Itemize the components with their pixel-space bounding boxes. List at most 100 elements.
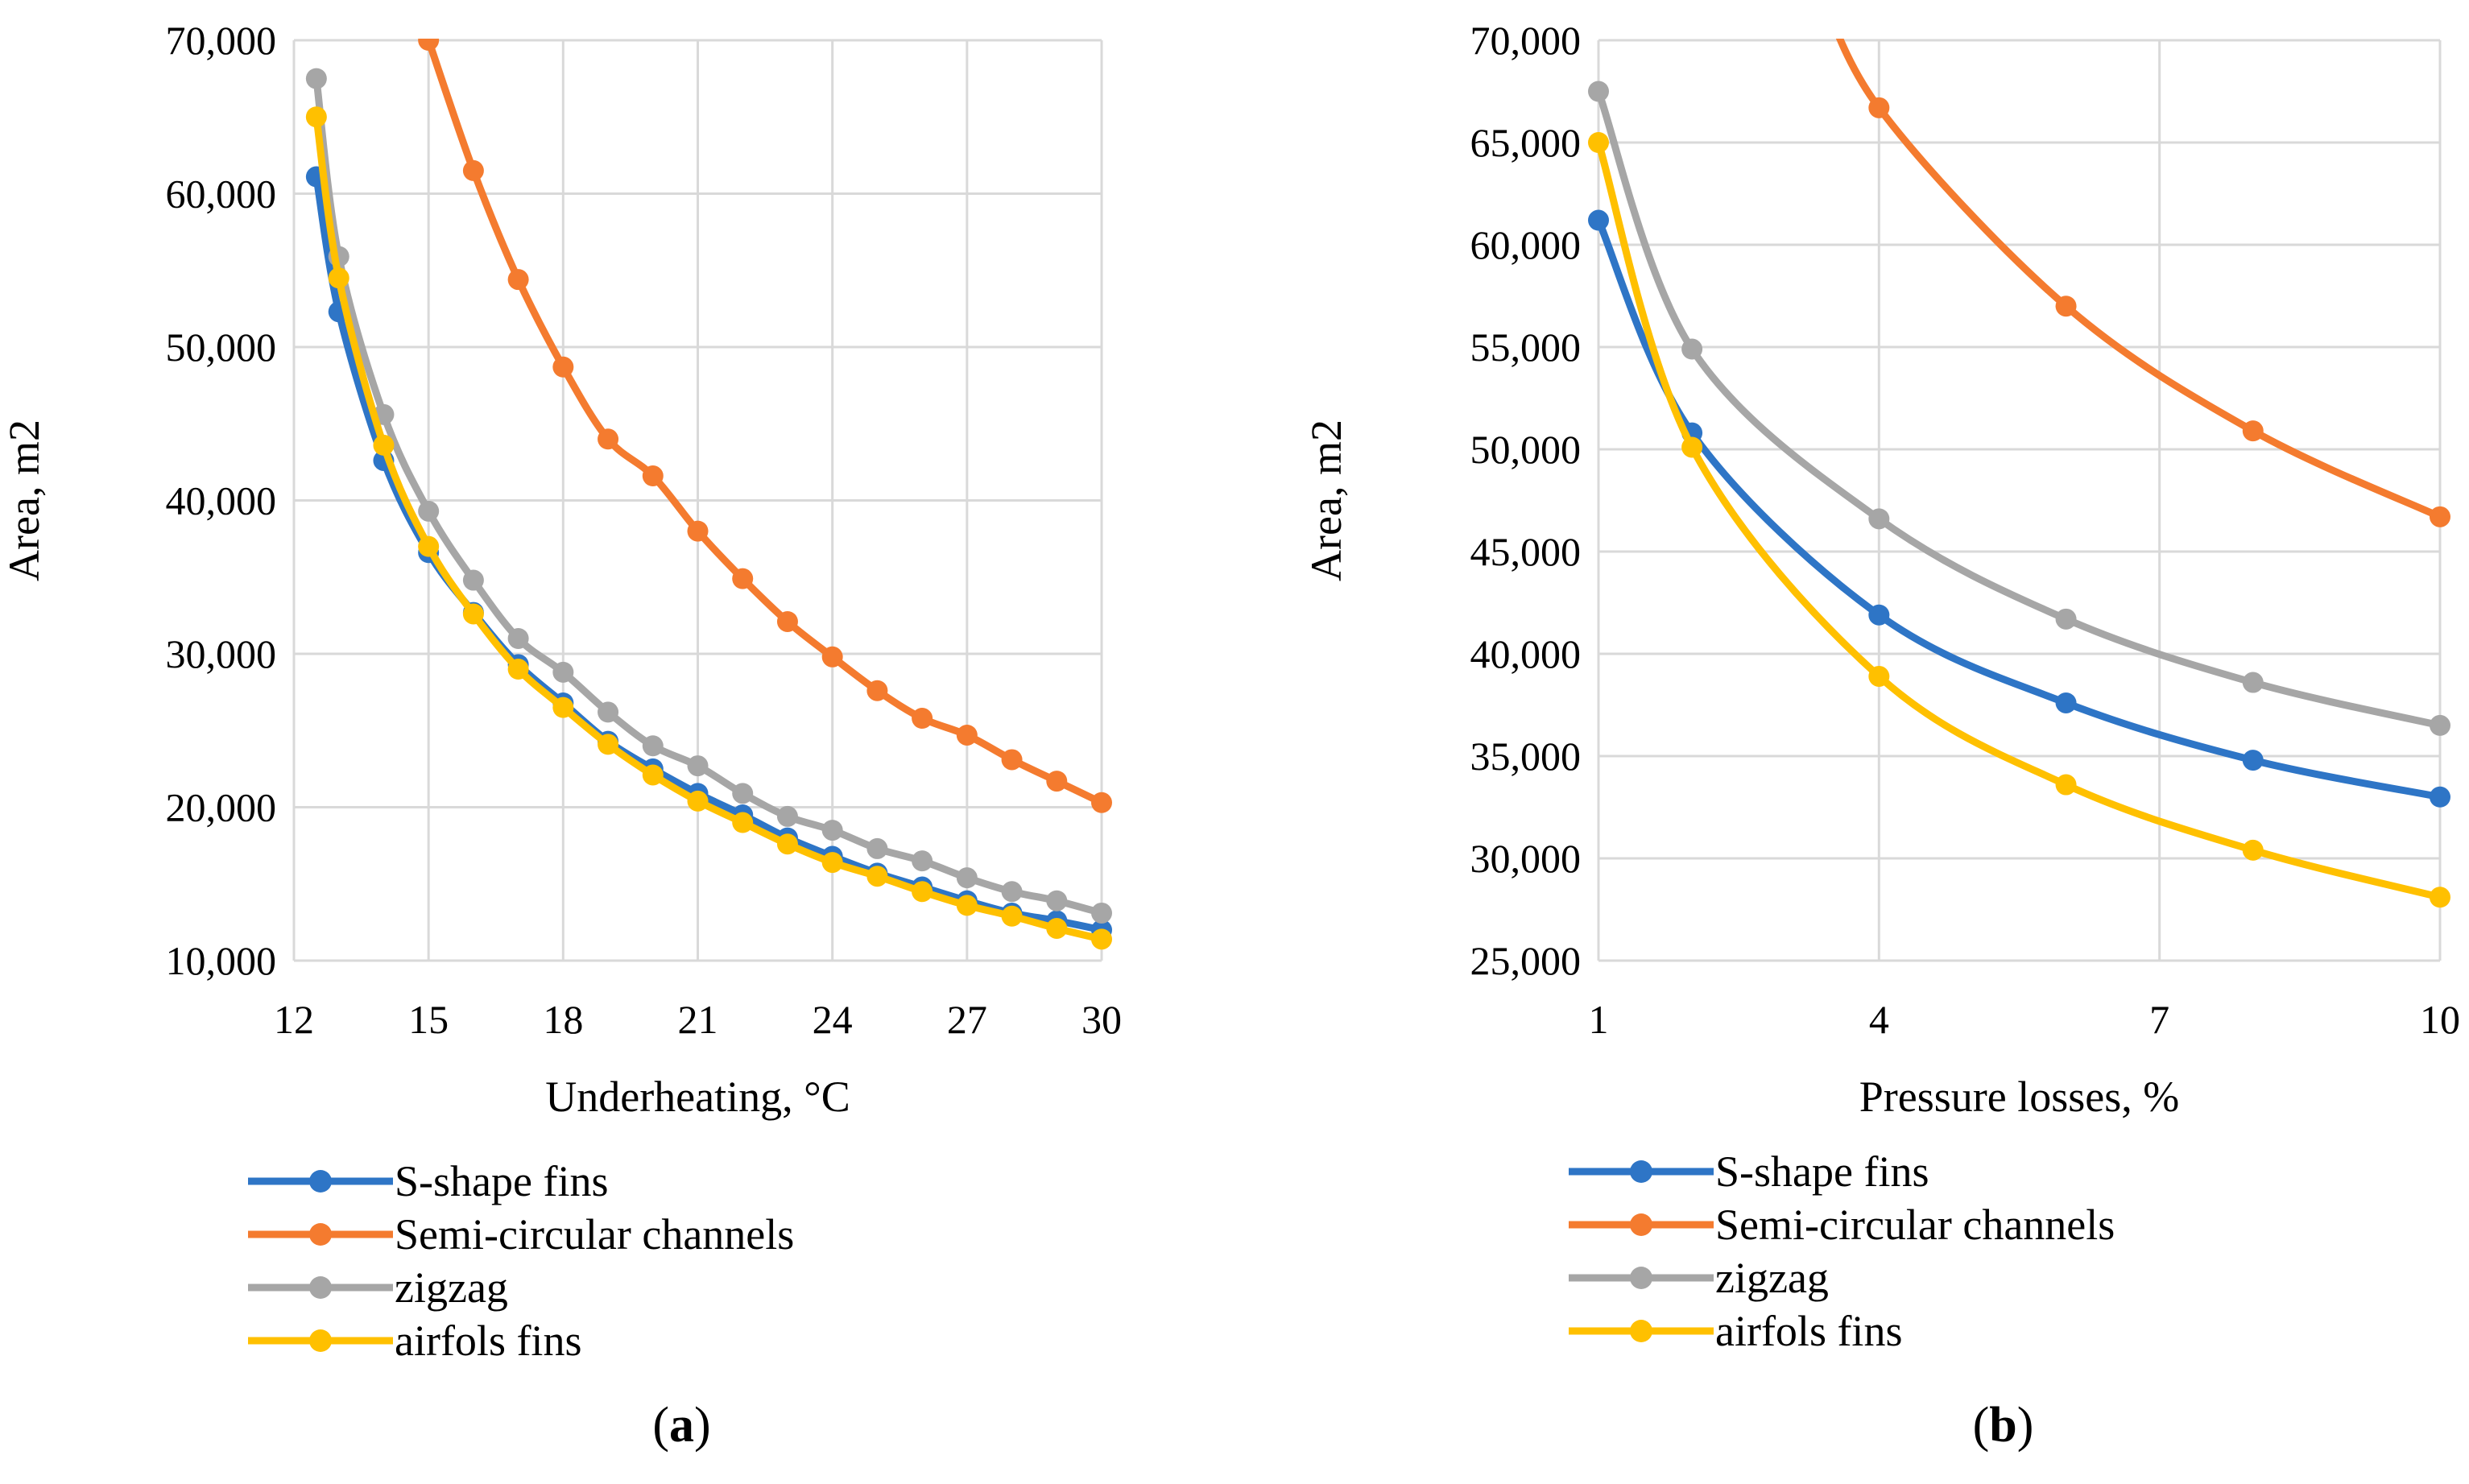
data-point xyxy=(956,867,978,889)
data-point xyxy=(2055,608,2077,630)
legend-label: zigzag xyxy=(395,1263,508,1312)
series-line xyxy=(1594,88,2444,730)
data-point xyxy=(956,724,978,746)
x-tick-label: 18 xyxy=(543,997,583,1042)
data-point xyxy=(1046,917,1068,939)
y-tick-label: 40,000 xyxy=(166,478,277,523)
data-point xyxy=(507,627,529,649)
legend-label: Semi-circular channels xyxy=(395,1210,794,1259)
data-point xyxy=(305,68,327,89)
series-airfoil xyxy=(305,106,1112,950)
data-point xyxy=(821,646,843,668)
y-axis-label: Area, m2 xyxy=(0,420,48,581)
data-point xyxy=(642,764,664,786)
gridlines xyxy=(1597,39,2442,962)
legend-item: S-shape fins xyxy=(1569,1147,1929,1196)
legend-label: airfols fins xyxy=(395,1317,581,1365)
data-point xyxy=(1588,209,1609,231)
data-point xyxy=(1001,905,1023,927)
data-point xyxy=(598,428,619,450)
data-point xyxy=(2430,887,2450,908)
data-point xyxy=(776,833,798,855)
data-point xyxy=(462,569,484,591)
data-point xyxy=(1868,508,1890,530)
y-tick-label: 70,000 xyxy=(166,18,277,63)
data-point xyxy=(642,735,664,757)
legend-marker xyxy=(1630,1267,1652,1289)
data-point xyxy=(2430,786,2450,808)
data-point xyxy=(1681,338,1703,360)
data-point xyxy=(821,820,843,841)
data-point xyxy=(687,520,709,542)
data-point xyxy=(418,535,440,557)
data-point xyxy=(1868,665,1890,687)
legend-label: S-shape fins xyxy=(395,1157,608,1205)
data-point xyxy=(2055,692,2077,713)
data-point xyxy=(642,465,664,487)
data-point xyxy=(732,812,754,833)
data-point xyxy=(2242,672,2264,693)
data-point xyxy=(418,39,440,51)
y-tick-label: 70,000 xyxy=(1470,18,1582,63)
y-axis-label: Area, m2 xyxy=(1302,420,1350,581)
legend-marker xyxy=(1630,1160,1652,1183)
legend-item: Semi-circular channels xyxy=(248,1210,794,1259)
data-point xyxy=(598,701,619,723)
y-tick-label: 30,000 xyxy=(1470,836,1582,881)
data-point xyxy=(1001,881,1023,903)
y-tick-label: 60,000 xyxy=(166,172,277,217)
y-tick-label: 50,000 xyxy=(166,324,277,370)
y-tick-label: 10,000 xyxy=(166,938,277,983)
x-tick-label: 15 xyxy=(408,997,449,1042)
data-point xyxy=(821,852,843,874)
data-point xyxy=(507,659,529,680)
y-tick-label: 35,000 xyxy=(1470,734,1582,779)
legend: S-shape fins Semi-circular channelszigzag… xyxy=(248,1157,794,1365)
legend-label: Semi-circular channels xyxy=(1715,1201,2115,1249)
series-layer xyxy=(305,39,1112,950)
data-point xyxy=(687,790,709,812)
x-tick-label: 1 xyxy=(1589,997,1609,1042)
data-point xyxy=(598,734,619,755)
y-tick-label: 60,000 xyxy=(1470,222,1582,267)
series-zigzag xyxy=(305,68,1112,924)
x-tick-label: 12 xyxy=(274,997,314,1042)
data-point xyxy=(1588,81,1609,102)
data-point xyxy=(1046,771,1068,792)
y-tick-label: 45,000 xyxy=(1470,529,1582,574)
data-point xyxy=(2055,296,2077,317)
x-tick-label: 7 xyxy=(2149,997,2169,1042)
data-point xyxy=(912,881,933,903)
y-tick-label: 25,000 xyxy=(1470,938,1582,983)
data-point xyxy=(2242,750,2264,771)
data-point xyxy=(1868,97,1890,118)
x-tick-label: 21 xyxy=(678,997,718,1042)
y-tick-label: 55,000 xyxy=(1470,324,1582,370)
panel-label: (b) xyxy=(1973,1398,2034,1453)
y-tick-label: 40,000 xyxy=(1470,631,1582,676)
data-point xyxy=(552,661,574,683)
y-tick-label: 50,000 xyxy=(1470,427,1582,472)
data-point xyxy=(1046,890,1068,911)
data-point xyxy=(1681,436,1703,458)
data-point xyxy=(732,783,754,804)
data-point xyxy=(1091,928,1112,950)
legend-item: Semi-circular channels xyxy=(1569,1201,2115,1249)
data-point xyxy=(2242,420,2264,442)
data-point xyxy=(1001,749,1023,771)
legend-marker xyxy=(1630,1320,1652,1342)
data-point xyxy=(373,434,395,456)
data-point xyxy=(552,356,574,378)
data-point xyxy=(866,837,888,859)
x-tick-label: 24 xyxy=(813,997,853,1042)
data-point xyxy=(507,269,529,291)
data-point xyxy=(776,610,798,632)
y-tick-label: 30,000 xyxy=(166,631,277,676)
y-tick-label: 20,000 xyxy=(166,785,277,830)
legend-marker xyxy=(309,1223,332,1246)
legend-item: zigzag xyxy=(248,1263,508,1312)
x-axis-label: Underheating, °C xyxy=(545,1073,850,1121)
chart-panel-a: 10,000 20,000 30,000 40,000 50,000 60,000 70,0… xyxy=(0,18,1122,1453)
